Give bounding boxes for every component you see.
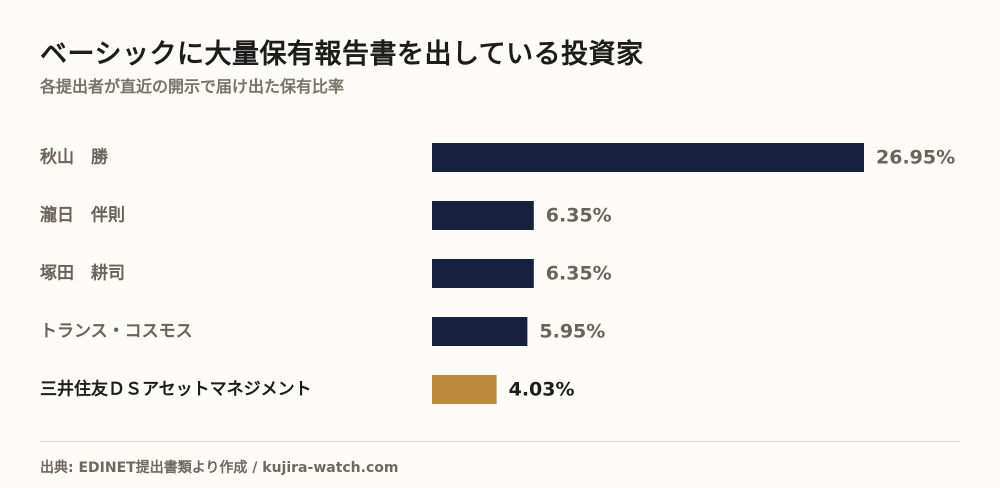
category-label: 三井住友ＤＳアセットマネジメント xyxy=(40,379,312,400)
bar-chart: 秋山 勝 26.95% 瀧日 伴則 6.35% 塚田 耕司 6.35% トランス・コスモス 5… xyxy=(40,143,955,404)
category-label: 秋山 勝 xyxy=(40,147,109,168)
source-note: 出典: EDINET提出書類より作成 / kujira-watch.com xyxy=(40,460,399,476)
category-label: 瀧日 伴則 xyxy=(40,205,125,226)
value-label: 4.03% xyxy=(509,379,575,401)
chart-subtitle: 各提出者が直近の開示で届け出た保有比率 xyxy=(40,77,345,96)
bar xyxy=(432,143,864,172)
category-label: 塚田 耕司 xyxy=(40,263,125,284)
chart-title: ベーシックに大量保有報告書を出している投資家 xyxy=(40,39,644,70)
value-label: 5.95% xyxy=(539,321,605,343)
bar xyxy=(432,201,534,230)
value-label: 6.35% xyxy=(546,205,612,227)
category-label: トランス・コスモス xyxy=(40,322,193,342)
bar xyxy=(432,317,528,346)
bar xyxy=(432,375,497,404)
value-label: 6.35% xyxy=(546,263,612,285)
value-label: 26.95% xyxy=(876,147,955,169)
footer-divider xyxy=(40,441,960,442)
bar xyxy=(432,259,534,288)
